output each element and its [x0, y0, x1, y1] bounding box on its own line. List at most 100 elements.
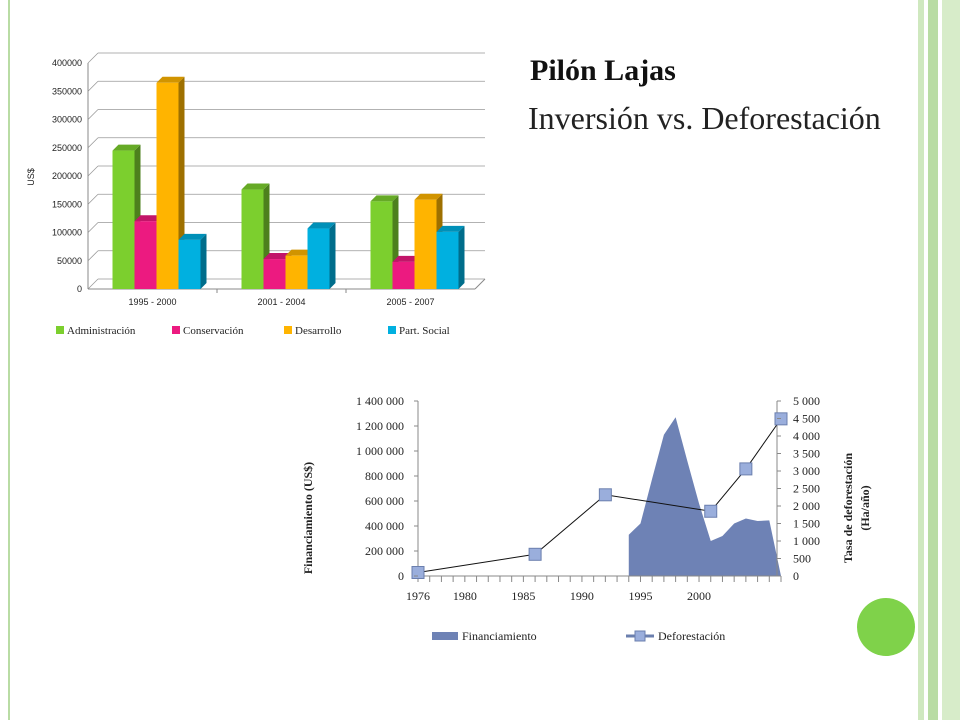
funding-area [628, 417, 781, 576]
bar-administraci-n [112, 150, 135, 289]
bar-top [156, 76, 185, 83]
legend-label: Financiamiento [462, 629, 537, 643]
y-tick-label: 400000 [52, 58, 82, 68]
slide-right-border [942, 0, 960, 720]
dual-axis-chart-legend: Financiamiento Deforestación [432, 629, 725, 643]
left-tick-label: 0 [398, 569, 404, 583]
bar-top [134, 215, 163, 222]
right-tick-label: 5 000 [793, 394, 820, 408]
grid-line [87, 222, 99, 233]
legend-swatch [56, 326, 64, 334]
bar-desarrollo [285, 255, 308, 289]
funding-area-shape [628, 417, 781, 576]
right-axis-label-unit: (Ha/año) [858, 485, 872, 530]
right-tick-label: 2 500 [793, 482, 820, 496]
bar-side [200, 233, 207, 289]
bar-top [285, 249, 314, 256]
left-tick-label: 400 000 [365, 519, 404, 533]
bar-side [458, 225, 465, 289]
left-tick-label: 800 000 [365, 469, 404, 483]
slide-subtitle: Inversión vs. Deforestación [528, 100, 881, 136]
y-tick-label: 250000 [52, 143, 82, 153]
bar-top [392, 255, 421, 262]
bar-conservaci-n [392, 261, 415, 289]
y-tick-label: 50000 [57, 256, 82, 266]
left-axis-ticks: 0 200 000 400 000 600 000 800 000 1 000 000 1 … [356, 394, 418, 583]
left-tick-label: 200 000 [365, 544, 404, 558]
left-tick-label: 1 200 000 [356, 419, 404, 433]
right-tick-label: 1 000 [793, 534, 820, 548]
grid-line [87, 165, 99, 177]
bar-top [436, 225, 465, 232]
left-tick-label: 1 400 000 [356, 394, 404, 408]
grid-line [87, 52, 99, 64]
right-tick-label: 0 [793, 569, 799, 583]
slide-title: Pilón Lajas [530, 54, 676, 87]
bar-conservaci-n [134, 221, 157, 289]
deforestation-marker [598, 488, 612, 502]
bar-top [112, 144, 141, 151]
bar-top [414, 193, 443, 200]
bar-chart-y-label: US$ [26, 168, 36, 186]
bar-administraci-n [370, 201, 393, 289]
x-tick-label: 2001 - 2004 [257, 297, 305, 307]
bar-chart-bars [112, 76, 465, 290]
bar-desarrollo [414, 199, 437, 289]
grid-line [87, 80, 99, 92]
bar-part-social [178, 239, 201, 289]
legend-label: Desarrollo [295, 325, 342, 337]
x-tick-label: 2005 - 2007 [386, 297, 434, 307]
legend-swatch-area [432, 632, 458, 640]
bar-top [178, 233, 207, 240]
right-tick-label: 3 000 [793, 464, 820, 478]
y-tick-label: 100000 [52, 228, 82, 238]
right-tick-label: 3 500 [793, 447, 820, 461]
slide-right-border [918, 0, 924, 720]
deforestation-marker [739, 462, 753, 476]
bar-part-social [436, 231, 459, 289]
left-axis-label: Financiamiento (US$) [301, 462, 315, 574]
legend-swatch [284, 326, 292, 334]
y-tick-label: 0 [77, 284, 82, 294]
x-tick-label: 1990 [570, 589, 594, 603]
slide-left-border [8, 0, 10, 720]
grid-line [87, 193, 99, 205]
bar-desarrollo [156, 82, 179, 290]
x-tick-label: 1995 [628, 589, 652, 603]
deforestation-marker [411, 566, 425, 579]
grid-line [87, 250, 99, 262]
deforestation-path [417, 418, 782, 573]
grid-line [87, 109, 99, 120]
right-axis-ticks: 0 500 1 000 1 500 2 000 2 500 3 000 3 500 4 000 4… [777, 394, 820, 583]
bar-top [307, 222, 336, 229]
x-tick-label: 2000 [687, 589, 711, 603]
y-tick-label: 150000 [52, 199, 82, 209]
x-tick-label: 1995 - 2000 [128, 297, 176, 307]
bar-chart-legend: Administración Conservación Desarrollo Part… [56, 325, 450, 337]
deforestation-marker [704, 504, 718, 518]
decorative-circle [857, 598, 915, 656]
x-tick-label: 1980 [453, 589, 477, 603]
legend-swatch-marker [634, 630, 646, 642]
slide-right-border [928, 0, 938, 720]
y-tick-label: 200000 [52, 171, 82, 181]
right-axis-label: Tasa de deforestación [841, 453, 855, 563]
bar-part-social [307, 228, 330, 289]
grid-line [87, 278, 99, 290]
bar-administraci-n [241, 189, 264, 289]
right-tick-label: 4 500 [793, 412, 820, 426]
legend-swatch [172, 326, 180, 334]
floor-edge [474, 278, 486, 290]
bar-chart-x-ticks: 1995 - 2000 2001 - 2004 2005 - 2007 [128, 289, 435, 307]
legend-swatch [388, 326, 396, 334]
legend-label: Deforestación [658, 629, 725, 643]
legend-label: Administración [67, 325, 136, 337]
bar-top [370, 195, 399, 202]
bar-chart-y-ticks: 0 50000 100000 150000 200000 250000 300000 3500… [52, 58, 82, 294]
right-tick-label: 2 000 [793, 499, 820, 513]
x-axis-ticks: 1976 1980 1985 1990 1995 2000 [406, 589, 711, 603]
right-tick-label: 4 000 [793, 429, 820, 443]
bar-conservaci-n [263, 259, 286, 289]
